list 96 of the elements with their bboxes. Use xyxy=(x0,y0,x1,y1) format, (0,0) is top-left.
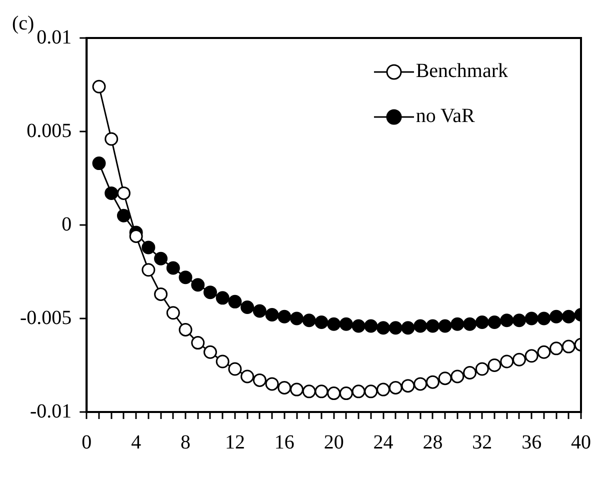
point xyxy=(537,345,551,359)
point xyxy=(414,319,428,333)
x-tick-label: 40 xyxy=(571,431,591,454)
point xyxy=(203,345,217,359)
point xyxy=(278,310,292,324)
point xyxy=(154,287,168,301)
y-tick-label: -0.01 xyxy=(30,400,72,422)
point xyxy=(116,186,130,200)
point xyxy=(178,322,192,336)
point xyxy=(142,263,156,277)
point xyxy=(463,317,477,331)
point xyxy=(500,314,514,328)
y-tick-label: 0 xyxy=(62,213,72,236)
point xyxy=(191,278,205,292)
point xyxy=(562,340,576,354)
point xyxy=(512,352,526,366)
legend-label: Benchmark xyxy=(416,60,508,83)
point xyxy=(92,80,106,94)
point xyxy=(327,317,341,331)
point xyxy=(290,382,304,396)
x-tick-label: 12 xyxy=(224,431,245,454)
point xyxy=(166,306,180,320)
x-tick-label: 16 xyxy=(274,431,294,454)
x-tick-label: 0 xyxy=(82,431,92,454)
point xyxy=(524,349,538,363)
point xyxy=(352,319,366,333)
point xyxy=(426,319,440,333)
point xyxy=(116,208,130,222)
point xyxy=(537,312,551,326)
point xyxy=(104,186,118,200)
point xyxy=(265,308,279,322)
point xyxy=(438,372,452,386)
point xyxy=(426,375,440,389)
point xyxy=(438,319,452,333)
x-tick-label: 28 xyxy=(422,431,443,454)
point xyxy=(314,384,328,398)
x-tick-label: 24 xyxy=(373,431,394,454)
point xyxy=(562,310,576,324)
point xyxy=(203,286,217,300)
point xyxy=(302,314,316,328)
x-tick-label: 8 xyxy=(180,431,191,454)
point xyxy=(129,229,143,243)
point xyxy=(475,315,489,329)
point xyxy=(401,321,415,335)
point xyxy=(488,358,502,372)
point xyxy=(166,261,180,275)
point xyxy=(463,366,477,380)
point xyxy=(475,362,489,376)
point xyxy=(376,321,390,335)
point xyxy=(104,132,118,146)
point xyxy=(216,354,230,368)
point xyxy=(524,312,538,326)
point xyxy=(450,317,464,331)
chart-title: (c) xyxy=(12,12,34,34)
point xyxy=(240,300,254,314)
point xyxy=(302,384,316,398)
point xyxy=(388,321,402,335)
point xyxy=(252,304,266,318)
point xyxy=(278,380,292,394)
point xyxy=(228,294,242,308)
point xyxy=(228,362,242,376)
point xyxy=(512,314,526,328)
point xyxy=(240,370,254,384)
point xyxy=(488,315,502,329)
point xyxy=(401,379,415,393)
point xyxy=(364,319,378,333)
point xyxy=(314,315,328,329)
x-tick-label: 20 xyxy=(324,431,344,454)
point xyxy=(265,377,279,391)
y-tick-label: 0.005 xyxy=(26,120,72,142)
point xyxy=(216,291,230,305)
point xyxy=(500,354,514,368)
point xyxy=(290,312,304,326)
x-tick-label: 32 xyxy=(472,431,492,454)
point xyxy=(178,270,192,284)
x-tick-label: 36 xyxy=(522,431,542,454)
point xyxy=(191,336,205,350)
legend-label: no VaR xyxy=(416,105,475,128)
x-tick-label: 4 xyxy=(131,431,142,454)
point xyxy=(339,317,353,331)
y-tick-label: 0.01 xyxy=(36,26,72,48)
point xyxy=(327,386,341,400)
point xyxy=(550,310,564,324)
point xyxy=(142,240,156,254)
point xyxy=(450,370,464,384)
point xyxy=(376,382,390,396)
point xyxy=(252,373,266,387)
point xyxy=(92,156,106,170)
point xyxy=(550,342,564,356)
point xyxy=(364,384,378,398)
point xyxy=(352,384,366,398)
point xyxy=(339,386,353,400)
point xyxy=(414,377,428,391)
point xyxy=(388,380,402,394)
point xyxy=(154,252,168,266)
y-tick-label: -0.005 xyxy=(20,306,72,329)
